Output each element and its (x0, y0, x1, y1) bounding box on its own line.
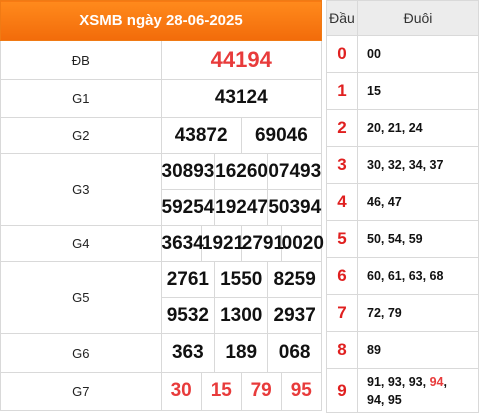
tail-values: 30, 32, 34, 37 (357, 146, 479, 184)
label-special-prize: ĐB (0, 40, 162, 80)
head-tail-row: 1 15 (326, 72, 479, 110)
label-prize-6: G6 (0, 333, 162, 373)
row-prize-6: G6 363 189 068 (0, 333, 322, 373)
head-digit: 6 (326, 257, 358, 295)
prize-3-number: 30893 (161, 160, 215, 182)
head-tail-row: 3 30, 32, 34, 37 (326, 146, 479, 184)
tail-values-part: 91, 93, 93, (367, 374, 430, 389)
prize-1-number: 43124 (214, 87, 268, 109)
row-prize-7: G7 30 15 79 95 (0, 371, 322, 412)
tail-values-part: , (443, 374, 447, 389)
head-tail-row: 8 89 (326, 331, 479, 369)
head-digit: 4 (326, 183, 358, 221)
header-duoi: Đuôi (357, 0, 479, 36)
tail-values: 72, 79 (357, 294, 479, 332)
prize-5-number: 8259 (267, 262, 321, 298)
tail-values: 00 (357, 35, 479, 73)
prize-5-number: 9532 (161, 297, 215, 334)
tail-values: 89 (357, 331, 479, 369)
head-digit: 1 (326, 72, 358, 110)
tail-values: 91, 93, 93, 94, 94, 95 (357, 368, 479, 413)
head-tail-row: 7 72, 79 (326, 294, 479, 332)
prize-5-number: 2937 (267, 297, 321, 334)
head-tail-row: 4 46, 47 (326, 183, 479, 221)
label-prize-7: G7 (0, 371, 162, 412)
head-tail-table: Đầu Đuôi 0 00 1 15 2 20, 21, 24 3 30, 32… (326, 0, 479, 413)
label-prize-3: G3 (0, 153, 162, 227)
prize-3-number: 19247 (214, 189, 268, 226)
row-prize-4: G4 3634 1921 2791 0020 (0, 225, 324, 263)
label-prize-4: G4 (0, 225, 162, 263)
special-prize-number: 44194 (210, 47, 272, 73)
tail-values: 46, 47 (357, 183, 479, 221)
head-digit: 5 (326, 220, 358, 258)
prize-3-number: 50394 (267, 189, 321, 226)
prize-4-number: 3634 (161, 232, 204, 254)
head-digit: 9 (326, 368, 358, 413)
results-table: XSMB ngày 28-06-2025 ĐB 44194 G1 43124 G… (0, 0, 324, 412)
prize-7-number: 79 (240, 372, 282, 410)
prize-5-number: 2761 (166, 268, 209, 290)
prize-6-number: 363 (171, 342, 204, 364)
prize-2-number: 69046 (240, 117, 321, 154)
prize-3-number: 16260 (214, 154, 268, 190)
tail-values: 50, 54, 59 (357, 220, 479, 258)
row-prize-5: G5 2761 1550 8259 9532 1300 2937 (0, 261, 322, 335)
prize-3-number: 07493 (267, 154, 321, 190)
prize-7-number: 15 (200, 372, 242, 410)
tail-value-highlight: 94 (429, 374, 444, 389)
head-tail-row: 2 20, 21, 24 (326, 109, 479, 147)
tail-values: 15 (357, 72, 479, 110)
prize-7-number: 30 (170, 380, 192, 402)
head-tail-row: 6 60, 61, 63, 68 (326, 257, 479, 295)
head-digit: 8 (326, 331, 358, 369)
head-tail-row: 9 91, 93, 93, 94, 94, 95 (326, 368, 479, 413)
label-prize-5: G5 (0, 261, 162, 335)
head-tail-row: 0 00 (326, 35, 479, 73)
prize-4-number: 2791 (240, 226, 284, 262)
prize-2-number: 43872 (174, 124, 228, 146)
row-prize-3: G3 30893 16260 07493 59254 19247 50394 (0, 153, 322, 227)
prize-6-number: 189 (214, 334, 268, 372)
label-prize-2: G2 (0, 116, 162, 155)
head-digit: 7 (326, 294, 358, 332)
prize-5-number: 1300 (214, 297, 268, 334)
prize-4-number: 1921 (200, 226, 244, 262)
prize-6-number: 068 (267, 334, 321, 372)
head-tail-row: 5 50, 54, 59 (326, 220, 479, 258)
prize-7-number: 95 (280, 372, 321, 410)
head-digit: 0 (326, 35, 358, 73)
label-prize-1: G1 (0, 78, 162, 118)
prize-3-number: 59254 (161, 189, 215, 226)
prize-4-number: 0020 (280, 226, 324, 262)
tail-values-part: 94, 95 (367, 392, 402, 407)
header-dau: Đầu (326, 0, 358, 36)
head-digit: 2 (326, 109, 358, 147)
results-title: XSMB ngày 28-06-2025 (0, 0, 322, 42)
head-digit: 3 (326, 146, 358, 184)
tail-values: 60, 61, 63, 68 (357, 257, 479, 295)
tail-values: 20, 21, 24 (357, 109, 479, 147)
row-prize-1: G1 43124 (0, 78, 322, 118)
row-special-prize: ĐB 44194 (0, 40, 322, 80)
prize-5-number: 1550 (214, 262, 268, 298)
row-prize-2: G2 43872 69046 (0, 116, 322, 155)
